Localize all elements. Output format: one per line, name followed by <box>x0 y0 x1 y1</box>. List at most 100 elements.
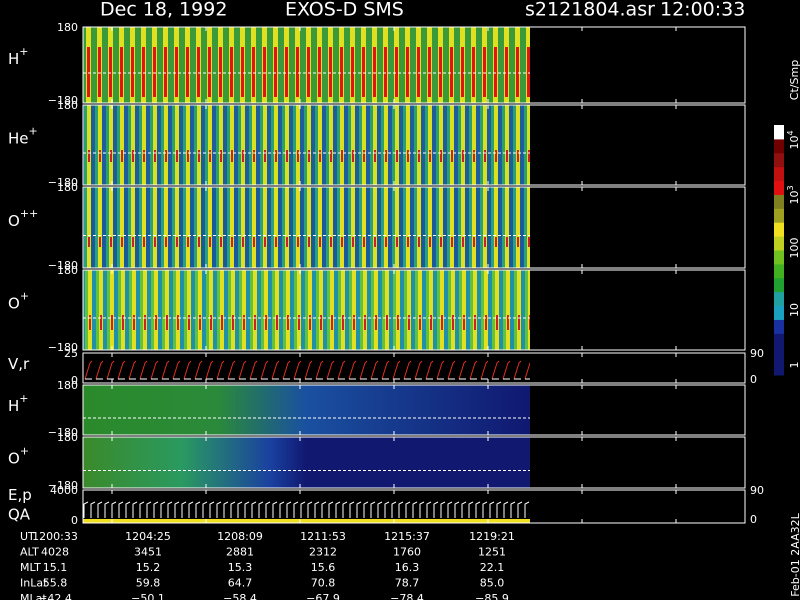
colorbar-segment <box>774 263 784 279</box>
file: s2121804.asr <box>525 0 655 21</box>
label-sup: + <box>29 125 38 138</box>
label-sup: ++ <box>20 207 38 220</box>
table-cell: 55.8 <box>43 577 68 590</box>
colorbar-segment <box>774 291 784 307</box>
panel-frame <box>82 104 746 186</box>
panel-label: O+ <box>8 444 29 467</box>
colorbar-sup: 3 <box>786 185 795 190</box>
colorbar-label: 103 <box>786 185 800 204</box>
y-tick-label: −180 <box>48 176 78 189</box>
panel-data <box>83 385 530 435</box>
colorbar-base: 10 <box>788 136 800 150</box>
row-label: MLT <box>20 561 41 574</box>
table-cell: 22.1 <box>480 561 505 574</box>
colorbar-segment <box>774 152 784 168</box>
y-tick-label: −180 <box>48 479 78 492</box>
table-cell: 64.7 <box>228 577 253 590</box>
table-cell: 1251 <box>478 546 506 559</box>
table-cell: 16.3 <box>395 561 420 574</box>
y2-tick-label: 0 <box>750 513 757 526</box>
table-cell: −78.4 <box>390 592 424 600</box>
panel-label: O+ <box>8 290 29 313</box>
panel-frame <box>82 384 746 436</box>
colorbar-segment <box>774 250 784 265</box>
colorbar-base: 100 <box>788 238 800 259</box>
panel-label: He+ <box>8 125 38 148</box>
table-cell: 1219:21 <box>469 530 515 543</box>
table-cell: 1200:33 <box>32 530 78 543</box>
row-label: ALT <box>20 546 39 559</box>
table-cell: 85.0 <box>480 577 505 590</box>
colorbar-segment <box>774 236 784 251</box>
colorbar-segment <box>774 319 784 334</box>
table-cell: 15.2 <box>136 561 161 574</box>
colorbar-segment <box>774 305 784 320</box>
label-sup: + <box>20 290 29 303</box>
y-tick-label: −180 <box>48 94 78 107</box>
panel-frame <box>82 352 746 384</box>
panel-label: O++ <box>8 207 38 230</box>
y-tick-label: 180 <box>57 264 78 277</box>
y-tick-label: 180 <box>57 181 78 194</box>
colorbar-sup: 4 <box>786 130 795 135</box>
table-cell: 1215:37 <box>384 530 430 543</box>
table-cell: 59.8 <box>136 577 161 590</box>
panel-frame <box>82 26 746 104</box>
row-label: InLat <box>20 577 48 590</box>
y2-tick-label: 90 <box>750 484 764 497</box>
colorbar-segment <box>774 347 784 362</box>
time: 12:00:33 <box>660 0 745 21</box>
table-cell: 15.6 <box>311 561 336 574</box>
table-cell: 2312 <box>309 546 337 559</box>
table-cell: 70.8 <box>311 577 336 590</box>
table-cell: 15.3 <box>228 561 253 574</box>
colorbar-segment <box>774 208 784 223</box>
panel-data <box>83 437 530 488</box>
colorbar-segment <box>774 222 784 237</box>
y-tick-label: 180 <box>57 379 78 392</box>
row-label: UT <box>20 530 35 543</box>
label-base: E,p <box>8 486 32 504</box>
colorbar-label: 100 <box>788 238 800 259</box>
panel-data <box>83 353 530 383</box>
panel-frame <box>82 269 746 351</box>
y2-tick-label: 0 <box>750 373 757 386</box>
label-base: O <box>8 294 20 312</box>
panel-frame <box>82 436 746 489</box>
table-cell: −42.4 <box>38 592 72 600</box>
panel-data <box>83 270 530 350</box>
colorbar-base: 10 <box>788 191 800 205</box>
panel-label: H+ <box>8 392 29 415</box>
colorbar-segment <box>774 138 784 154</box>
y-tick-label: 0 <box>71 514 78 527</box>
panel-label: E,p <box>8 486 32 504</box>
colorbar-title: Ct/Smp <box>788 60 800 100</box>
y-tick-label: 0 <box>71 374 78 387</box>
label-base: O <box>8 212 20 230</box>
y-tick-label: −180 <box>48 426 78 439</box>
y-tick-label: 25 <box>64 347 78 360</box>
table-cell: 1204:25 <box>125 530 171 543</box>
label-sup: + <box>19 45 28 58</box>
colorbar-segment <box>774 166 784 182</box>
colorbar-segment <box>774 333 784 348</box>
row-label: MLat <box>20 592 47 600</box>
colorbar-label: 10 <box>788 303 800 317</box>
table-cell: 1760 <box>393 546 421 559</box>
y-tick-label: 180 <box>57 431 78 444</box>
panel-frame <box>82 186 746 269</box>
table-cell: 1211:53 <box>300 530 346 543</box>
label-base: V,r <box>8 355 30 373</box>
colorbar-base: 10 <box>788 303 800 317</box>
y2-tick-label: 90 <box>750 347 764 360</box>
panel-label: V,r <box>8 355 30 373</box>
table-cell: 78.7 <box>395 577 420 590</box>
colorbar-segment <box>774 277 784 293</box>
label-base: O <box>8 449 20 467</box>
table-cell: −67.9 <box>306 592 340 600</box>
table-cell: 15.1 <box>43 561 68 574</box>
y-tick-label: 4000 <box>50 484 78 497</box>
colorbar-label: 1 <box>788 362 800 369</box>
table-cell: 4028 <box>41 546 69 559</box>
